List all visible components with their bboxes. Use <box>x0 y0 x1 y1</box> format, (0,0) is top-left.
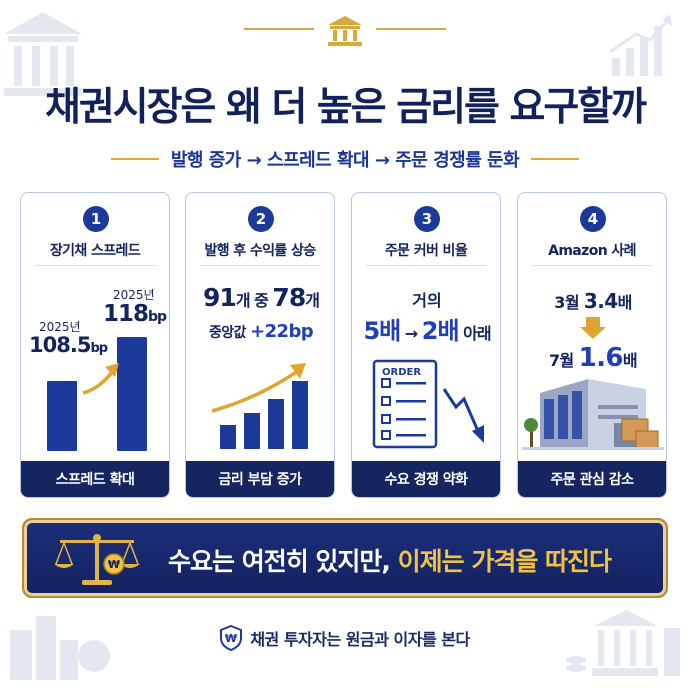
card-order-cover-ratio: 3 주문 커버 비율 거의 5배 → 2배 아래 ORDER 수요 경쟁 약화 <box>351 192 501 498</box>
cover-from: 5배 <box>363 317 401 345</box>
card-long-term-spread: 1 장기채 스프레드 2025년 108.5bp 2025년 118bp 스프레… <box>20 192 170 498</box>
title-ornament-line-right <box>376 28 446 30</box>
total-count-unit: 개 중 <box>235 291 273 310</box>
rising-arrow-icon <box>82 369 115 395</box>
card-divider <box>35 265 155 266</box>
bank-emblem-icon <box>328 16 362 46</box>
footer-text: 채권 투자자는 원금과 이자를 본다 <box>250 630 470 649</box>
card-footer: 수요 경쟁 약화 <box>352 461 500 497</box>
july-ratio: 7월 1.6배 <box>518 343 666 373</box>
median-line: 중앙값 +22bp <box>186 321 334 342</box>
spread-year-a: 2025년 <box>39 320 81 334</box>
order-label: ORDER <box>382 367 421 378</box>
card-title: 주문 커버 비율 <box>384 243 468 259</box>
footer: ₩ 채권 투자자는 원금과 이자를 본다 <box>0 624 690 652</box>
subtitle-dash-right <box>531 158 580 160</box>
card-number-badge: 2 <box>248 206 274 232</box>
won-shield-icon: ₩ <box>220 625 243 651</box>
card-title: 발행 후 수익률 상승 <box>204 243 316 259</box>
city-buildings-icon <box>10 616 110 680</box>
spread-value-b: 118bp <box>103 301 167 327</box>
card-footer: 스프레드 확대 <box>21 461 169 497</box>
card-number-badge: 4 <box>580 206 606 232</box>
march-unit: 배 <box>617 293 633 312</box>
spread-value-a-unit: bp <box>90 341 108 356</box>
order-document-icon: ORDER <box>372 359 484 449</box>
cover-ratio-change: 5배 → 2배 아래 <box>352 311 500 346</box>
cover-to: 2배 <box>421 317 460 345</box>
bond-count-line: 91개 중 78개 <box>186 283 334 312</box>
page-title: 채권시장은 왜 더 높은 금리를 요구할까 <box>45 85 647 130</box>
bank-and-coins-icon <box>566 610 680 676</box>
spread-value-b-unit: bp <box>148 309 167 325</box>
cover-prefix: 거의 <box>412 291 442 310</box>
growth-chart-icon <box>609 14 672 76</box>
card-amazon-case: 4 Amazon 사례 3월 3.4배 7월 1.6배 주문 관심 감소 <box>517 192 667 498</box>
card-footer: 주문 관심 감소 <box>518 461 666 497</box>
rising-bars-icon <box>211 363 308 449</box>
july-label: 7월 <box>548 351 579 370</box>
spread-value-a-number: 108.5 <box>29 333 91 357</box>
card-footer: 금리 부담 증가 <box>186 461 334 497</box>
card-title: Amazon 사례 <box>548 243 636 259</box>
card-divider <box>200 265 320 266</box>
spread-bar-b <box>117 337 147 451</box>
balance-scale-icon: ₩ <box>54 534 140 585</box>
banner-text-plain: 수요는 여전히 있지만, <box>168 547 398 576</box>
warehouse-building-icon <box>522 317 664 450</box>
spread-value-b-number: 118 <box>103 301 149 327</box>
key-message-banner: ₩ 수요는 여전히 있지만, 이제는 가격을 따진다 <box>22 518 668 598</box>
won-coin-symbol: ₩ <box>108 558 120 571</box>
card-divider <box>532 265 652 266</box>
bank-building-icon <box>4 12 82 96</box>
cover-arrow: → <box>400 324 422 343</box>
arrow-head <box>105 363 119 377</box>
banner-text-highlight: 이제는 가격을 따진다 <box>397 547 612 576</box>
march-ratio: 3월 3.4배 <box>518 289 666 313</box>
shield-won-symbol: ₩ <box>225 632 237 645</box>
card-divider <box>366 265 486 266</box>
median-value: +22bp <box>250 321 314 342</box>
card-title: 장기채 스프레드 <box>49 243 141 259</box>
spread-year-b: 2025년 <box>113 288 155 302</box>
card-number-badge: 3 <box>414 206 440 232</box>
rising-count: 78 <box>272 283 306 312</box>
down-arrow-icon <box>580 317 606 339</box>
march-label: 3월 <box>554 293 584 312</box>
total-count: 91 <box>203 283 237 312</box>
march-value: 3.4 <box>583 289 618 313</box>
subtitle-row: 발행 증가 → 스프레드 확대 → 주문 경쟁률 둔화 <box>0 146 690 172</box>
spread-bar-chart <box>47 337 147 451</box>
banner-message: 수요는 여전히 있지만, 이제는 가격을 따진다 <box>168 542 612 578</box>
card-number-badge: 1 <box>83 206 109 232</box>
cover-suffix: 아래 <box>458 324 491 343</box>
rising-count-unit: 개 <box>305 291 320 310</box>
july-unit: 배 <box>622 351 638 370</box>
subtitle: 발행 증가 → 스프레드 확대 → 주문 경쟁률 둔화 <box>170 150 520 171</box>
spread-bar-a <box>47 381 77 451</box>
subtitle-dash-left <box>110 158 159 160</box>
july-value: 1.6 <box>578 343 624 373</box>
title-ornament-line-left <box>244 28 314 30</box>
median-label: 중앙값 <box>208 325 251 341</box>
card-post-issue-yield: 2 발행 후 수익률 상승 91개 중 78개 중앙값 +22bp 금리 부담 … <box>185 192 335 498</box>
spread-value-a: 108.5bp <box>29 333 108 357</box>
